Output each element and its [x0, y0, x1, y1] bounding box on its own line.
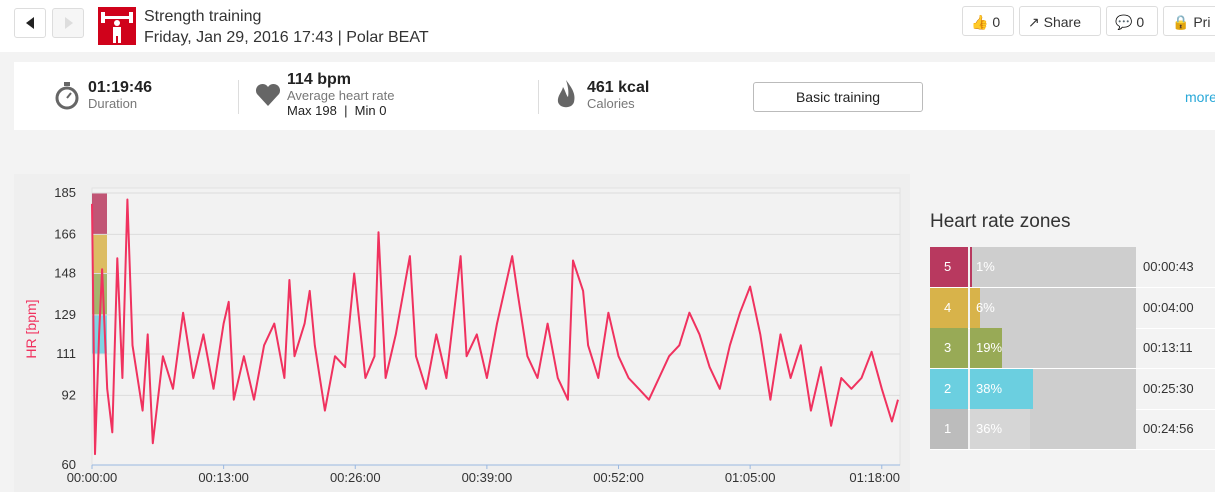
- hr-range: Max 198 | Min 0: [287, 103, 387, 118]
- x-tick-label: 00:39:00: [462, 470, 513, 485]
- zone-number: 2: [930, 368, 968, 409]
- share-label: Share: [1043, 14, 1081, 30]
- sport-icon: [98, 7, 136, 45]
- zone-row: 5 1% 00:00:43: [930, 247, 1215, 288]
- zone-time: 00:25:30: [1143, 380, 1194, 396]
- zone-bar: [970, 287, 980, 328]
- x-tick-label: 00:13:00: [198, 470, 249, 485]
- comment-button[interactable]: 💬 0: [1106, 6, 1158, 36]
- zone-bar-track: 38%: [970, 368, 1136, 409]
- privacy-label: Pri: [1193, 14, 1211, 30]
- zone-time: 00:24:56: [1143, 421, 1194, 436]
- y-tick-label: 60: [62, 457, 76, 472]
- x-tick-label: 00:26:00: [330, 470, 381, 485]
- y-tick-label: 185: [54, 185, 76, 200]
- heart-icon: [255, 83, 281, 106]
- zone-percent: 36%: [976, 421, 1003, 436]
- training-type-button[interactable]: Basic training: [753, 82, 923, 112]
- comment-count: 0: [1136, 14, 1145, 30]
- hr-chart: HR [bpm] 60 92 111 129 148 166 185 00:00:00 00:1…: [14, 174, 910, 492]
- like-count: 0: [992, 14, 1001, 30]
- zone-percent: 1%: [976, 259, 995, 274]
- summary-bar: 01:19:46 Duration 114 bpm Average heart …: [14, 62, 1215, 130]
- title: Strength training: [144, 8, 262, 25]
- y-tick-label: 148: [54, 266, 76, 281]
- zone-percent: 38%: [976, 380, 1003, 396]
- more-link[interactable]: more: [1185, 89, 1215, 105]
- avg-hr: 114 bpm: [287, 71, 352, 88]
- zone-time: 00:04:00: [1143, 299, 1194, 315]
- x-tick-label: 00:52:00: [593, 470, 644, 485]
- zone-number: 4: [930, 287, 968, 328]
- y-tick-label: 166: [54, 226, 76, 241]
- y-tick-label: 111: [56, 346, 76, 361]
- zone-bar: [970, 247, 972, 287]
- zone-bar: [970, 328, 1002, 368]
- zone-row: 3 19% 00:13:11: [930, 328, 1215, 369]
- duration: 01:19:46: [88, 79, 153, 96]
- zone-bar-track: 36%: [970, 409, 1136, 449]
- x-tick-label: 01:18:00: [849, 470, 900, 485]
- zone-percent: 19%: [976, 340, 1003, 355]
- avg-hr-label: Average heart rate: [287, 88, 395, 103]
- zone-number: 5: [930, 247, 968, 287]
- zone-row: 2 38% 00:25:30: [930, 368, 1215, 410]
- share-button[interactable]: ↗ Share: [1019, 6, 1101, 36]
- zones-title: Heart rate zones: [930, 211, 1071, 232]
- y-axis-label: HR [bpm]: [23, 299, 39, 358]
- calories-label: Calories: [587, 96, 635, 111]
- duration-label: Duration: [88, 96, 138, 111]
- zone-row: 4 6% 00:04:00: [930, 287, 1215, 329]
- like-button[interactable]: 👍 0: [962, 6, 1014, 36]
- zone-number: 3: [930, 328, 968, 368]
- x-tick-label: 00:00:00: [67, 470, 118, 485]
- zone-time: 00:13:11: [1143, 340, 1193, 355]
- x-tick-label: 01:05:00: [725, 470, 776, 485]
- zone-bar: [970, 409, 1030, 449]
- zone-number: 1: [930, 409, 968, 449]
- y-tick-label: 92: [62, 387, 76, 402]
- zone-row: 1 36% 00:24:56: [930, 409, 1215, 450]
- flame-icon: [557, 80, 575, 108]
- y-tick-label: 129: [54, 307, 76, 322]
- subtitle: Friday, Jan 29, 2016 17:43 | Polar BEAT: [144, 29, 429, 46]
- zone-bar-track: 6%: [970, 287, 1136, 328]
- zone-bar-track: 19%: [970, 328, 1136, 368]
- header: Strength training Friday, Jan 29, 2016 1…: [0, 0, 1215, 52]
- stopwatch-icon: [55, 82, 79, 110]
- forward-button[interactable]: [52, 8, 84, 38]
- hr-line: [91, 198, 899, 456]
- zone-band: [92, 234, 107, 274]
- calories: 461 kcal: [587, 79, 650, 96]
- zone-percent: 6%: [976, 299, 995, 315]
- zone-bar: [970, 368, 1034, 409]
- privacy-button[interactable]: 🔒 Pri: [1163, 6, 1215, 36]
- zone-bar-track: 1%: [970, 247, 1136, 287]
- zone-time: 00:00:43: [1143, 259, 1194, 274]
- zone-band: [92, 193, 107, 235]
- back-button[interactable]: [14, 8, 46, 38]
